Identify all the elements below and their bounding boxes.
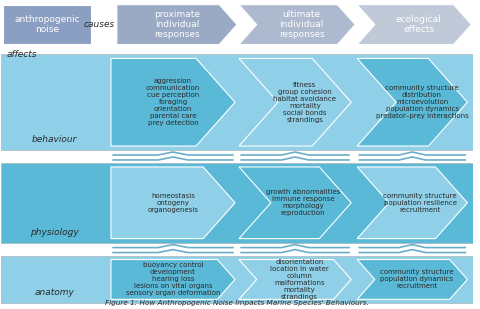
Text: fitness
group cohesion
habitat avoidance
mortality
social bonds
strandings: fitness group cohesion habitat avoidance…	[273, 82, 336, 123]
Text: anatomy: anatomy	[35, 288, 75, 297]
Polygon shape	[357, 5, 471, 44]
Polygon shape	[239, 260, 351, 299]
Polygon shape	[239, 167, 351, 239]
Text: homeostasis
ontogeny
organogenesis: homeostasis ontogeny organogenesis	[147, 193, 199, 213]
FancyBboxPatch shape	[0, 54, 473, 150]
Polygon shape	[357, 58, 468, 146]
Text: physiology: physiology	[30, 228, 79, 237]
Text: affects: affects	[7, 50, 37, 59]
Polygon shape	[357, 167, 468, 239]
Text: Figure 1: How Anthropogenic Noise Impacts Marine Species' Behaviours.: Figure 1: How Anthropogenic Noise Impact…	[105, 300, 369, 306]
Text: community structure
distribution
microevolution
population dynamics
predator–pre: community structure distribution microev…	[376, 85, 468, 119]
Text: causes: causes	[84, 20, 115, 29]
Text: ultimate
individual
responses: ultimate individual responses	[279, 10, 324, 40]
Polygon shape	[117, 5, 237, 44]
Polygon shape	[357, 260, 468, 299]
Polygon shape	[239, 5, 355, 44]
Polygon shape	[111, 260, 235, 299]
FancyBboxPatch shape	[3, 5, 91, 44]
Text: disorientation
location in water
column
malformations
mortality
strandings: disorientation location in water column …	[270, 259, 329, 300]
Text: proximate
individual
responses: proximate individual responses	[154, 10, 200, 40]
Text: community structure
population dynamics
recruitment: community structure population dynamics …	[380, 269, 454, 290]
Text: growth abnormalities
immune response
morphology
reproduction: growth abnormalities immune response mor…	[266, 189, 340, 216]
Text: community structure
population resilience
recruitment: community structure population resilienc…	[384, 193, 457, 213]
Polygon shape	[239, 58, 351, 146]
Text: buoyancy control
development
hearing loss
lesions on vital organs
sensory organ : buoyancy control development hearing los…	[126, 262, 220, 296]
FancyBboxPatch shape	[0, 256, 473, 303]
Polygon shape	[111, 167, 235, 239]
Text: aggression
communication
cue perception
foraging
orientation
parental care
prey : aggression communication cue perception …	[146, 78, 200, 126]
Text: anthropogenic
noise: anthropogenic noise	[14, 15, 80, 34]
FancyBboxPatch shape	[0, 163, 473, 243]
Text: ecological
effects: ecological effects	[396, 15, 442, 34]
Polygon shape	[111, 58, 235, 146]
Text: behaviour: behaviour	[32, 135, 78, 144]
